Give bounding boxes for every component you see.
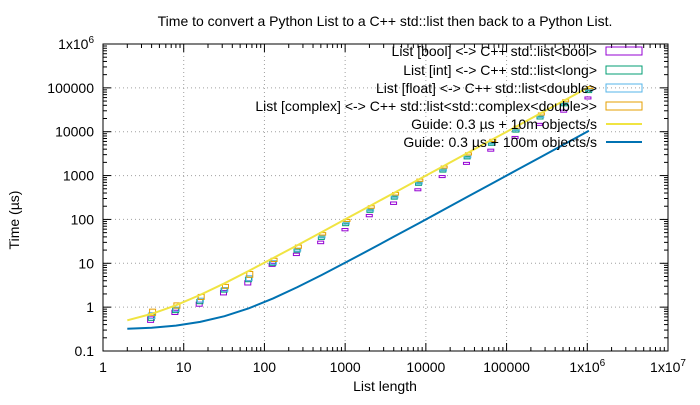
legend-label: List [int] <-> C++ std::list<long> [403, 62, 597, 78]
series-5 [127, 129, 590, 330]
legend-label: List [complex] <-> C++ std::list<std::co… [255, 98, 597, 114]
series-line [127, 129, 590, 330]
x-tick-label: 1000 [330, 359, 361, 375]
chart-title: Time to convert a Python List to a C++ s… [158, 13, 613, 29]
y-tick-label: 1 [86, 299, 94, 315]
legend-label: Guide: 0.3 µs + 100m objects/s [403, 134, 597, 150]
data-box [219, 289, 227, 296]
x-tick-label: 10000 [406, 359, 445, 375]
y-tick-label: 10000 [55, 124, 94, 140]
legend-key-box [605, 101, 643, 111]
data-box [221, 287, 229, 292]
x-tick-label: 100000 [483, 359, 530, 375]
data-box [438, 175, 446, 179]
data-box [367, 208, 375, 212]
data-box [172, 306, 180, 312]
data-box [269, 260, 277, 265]
data-box [197, 297, 205, 303]
tick-exponent: 6 [600, 358, 606, 369]
data-box [365, 213, 373, 218]
data-box [511, 135, 519, 140]
legend-label: List [bool] <-> C++ std::list<bool> [392, 43, 597, 59]
plot-frame [102, 43, 669, 352]
data-box [487, 148, 495, 152]
tick-exponent: 6 [88, 35, 94, 46]
legend: List [bool] <-> C++ std::list<bool>List … [255, 43, 643, 150]
data-box [462, 161, 470, 165]
legend-key-box [605, 83, 643, 93]
x-tick-label: 10 [176, 359, 192, 375]
series-line [127, 86, 590, 322]
axis-layer: 1 10 100 1000 10000 100000 1x106 1x1070.1110100… [47, 35, 686, 375]
y-tick-label: 100000 [47, 80, 94, 96]
data-box [535, 122, 543, 126]
series-layer [127, 86, 594, 330]
data-box [341, 228, 349, 232]
data-box [584, 96, 592, 100]
x-tick-label: 100 [253, 359, 277, 375]
data-box [415, 181, 423, 185]
y-tick-label: 10 [78, 255, 94, 271]
data-box [560, 109, 568, 113]
y-tick-label: 1000 [63, 168, 94, 184]
y-tick-label: 100 [71, 211, 95, 227]
data-box [292, 252, 300, 257]
legend-key-box [605, 46, 643, 56]
data-box [414, 188, 422, 192]
data-box [245, 275, 253, 282]
x-tick-label: 1x106 [569, 358, 605, 375]
tick-exponent: 7 [680, 358, 686, 369]
y-tick-label: 1x106 [58, 35, 94, 52]
x-tick-label: 1 [99, 359, 107, 375]
series-4 [127, 86, 590, 322]
data-box [221, 283, 229, 289]
legend-key-box [605, 65, 643, 75]
data-box [390, 201, 398, 205]
legend-label: List [float] <-> C++ std::list<double> [376, 80, 597, 96]
data-box [147, 316, 155, 323]
y-tick-label: 0.1 [75, 343, 95, 359]
series-0 [147, 96, 592, 323]
x-axis-label: List length [353, 378, 417, 394]
x-tick-label: 1x107 [650, 358, 686, 375]
data-box [391, 195, 399, 199]
y-axis-label: Time (µs) [6, 191, 22, 250]
legend-label: Guide: 0.3 µs + 10m objects/s [411, 116, 597, 132]
data-box [317, 240, 325, 245]
